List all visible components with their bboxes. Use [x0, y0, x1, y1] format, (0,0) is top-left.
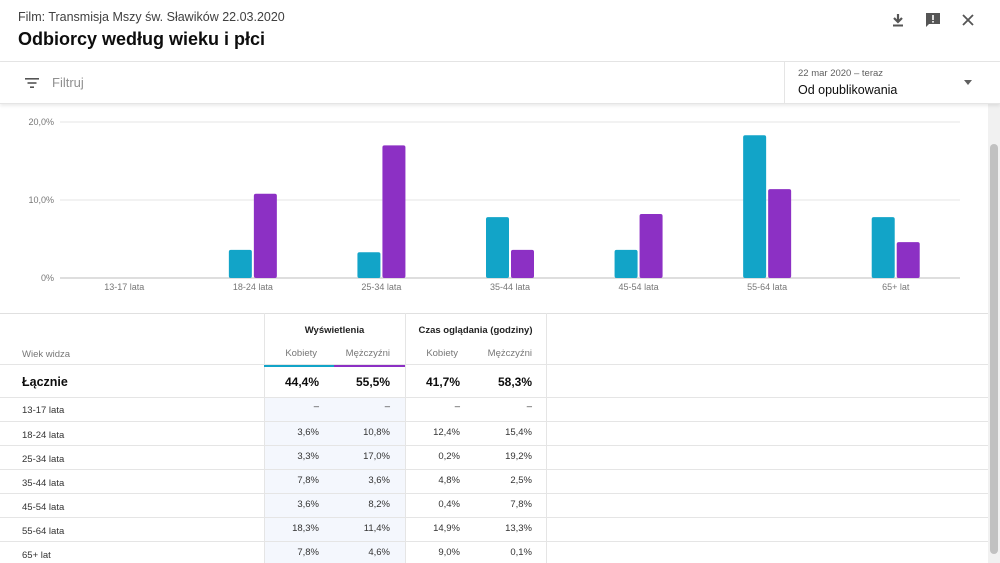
- date-range-dropdown[interactable]: 22 mar 2020 – teraz Od opublikowania: [784, 62, 986, 104]
- cell-watch-male: 15,4%: [505, 427, 532, 438]
- subheader-watch-male[interactable]: Mężczyźni: [487, 348, 532, 359]
- cell-views-male: 8,2%: [368, 499, 390, 510]
- female-legend-bar: [264, 364, 334, 367]
- cell-watch-male: 7,8%: [510, 499, 532, 510]
- filter-input[interactable]: [52, 75, 352, 90]
- row-label: 45-54 lata: [22, 502, 65, 513]
- cell-watch-female: 0,4%: [438, 499, 460, 510]
- bar-female: [743, 135, 767, 278]
- bar-male: [768, 189, 792, 278]
- dialog-header: Film: Transmisja Mszy św. Sławików 22.03…: [0, 0, 1000, 62]
- scroll-thumb[interactable]: [990, 144, 998, 554]
- cell-views-male: 4,6%: [368, 547, 390, 558]
- x-tick-label: 18-24 lata: [233, 282, 273, 292]
- y-tick-label: 0%: [41, 273, 54, 283]
- table-row: 65+ lat 7,8% 4,6% 9,0% 0,1%: [0, 541, 988, 563]
- total-views-male: 55,5%: [355, 375, 390, 389]
- bar-female: [486, 217, 509, 278]
- cell-views-female: –: [313, 401, 319, 412]
- cell-views-female: 7,8%: [297, 475, 319, 486]
- bar-male: [896, 242, 920, 278]
- bar-female: [228, 249, 252, 278]
- row-label: 55-64 lata: [22, 526, 65, 537]
- cell-watch-female: 0,2%: [438, 451, 460, 462]
- date-range-label: 22 mar 2020 – teraz: [798, 68, 884, 79]
- row-label: 35-44 lata: [22, 478, 65, 489]
- x-tick-label: 65+ lat: [882, 282, 910, 292]
- subheader-watch-female[interactable]: Kobiety: [426, 348, 458, 359]
- subheader-views-female[interactable]: Kobiety: [285, 348, 317, 359]
- cell-views-female: 3,6%: [297, 499, 319, 510]
- bar-male: [382, 145, 406, 278]
- content-area: 0% 10,0% 20,0% 13-17 lata 18-24 lata 25-34 la…: [0, 104, 988, 563]
- cell-watch-female: –: [454, 401, 460, 412]
- page-title: Odbiorcy według wieku i płci: [18, 29, 266, 49]
- table-row: 13-17 lata – – – –: [0, 397, 988, 421]
- cell-watch-female: 14,9%: [433, 523, 460, 534]
- row-label: 65+ lat: [22, 550, 51, 561]
- row-label: 13-17 lata: [22, 405, 65, 416]
- total-row-label: Łącznie: [22, 375, 68, 389]
- film-label: Film: Transmisja Mszy św. Sławików 22.03…: [18, 10, 285, 24]
- scrollbar[interactable]: [988, 104, 1000, 563]
- cell-watch-male: 19,2%: [505, 451, 532, 462]
- subheader-views-male[interactable]: Mężczyźni: [345, 348, 390, 359]
- age-gender-chart: 0% 10,0% 20,0% 13-17 lata 18-24 lata 25-34 la…: [28, 117, 960, 292]
- table-row: 45-54 lata 3,6% 8,2% 0,4% 7,8%: [0, 493, 988, 517]
- close-icon[interactable]: [957, 9, 979, 31]
- y-tick-label: 10,0%: [28, 195, 54, 205]
- date-range-selected: Od opublikowania: [798, 83, 898, 97]
- cell-views-male: 17,0%: [363, 451, 390, 462]
- group-header-views: Wyświetlenia: [304, 325, 365, 336]
- bar-female: [614, 249, 638, 278]
- chevron-down-icon: [964, 80, 972, 85]
- cell-views-male: –: [384, 401, 390, 412]
- table-row: 25-34 lata 3,3% 17,0% 0,2% 19,2%: [0, 445, 988, 469]
- row-label: 18-24 lata: [22, 430, 65, 441]
- table-row: 18-24 lata 3,6% 10,8% 12,4% 15,4%: [0, 421, 988, 445]
- total-watch-female: 41,7%: [425, 375, 460, 389]
- feedback-icon[interactable]: [922, 9, 944, 31]
- cell-views-male: 3,6%: [368, 475, 390, 486]
- table-row: 35-44 lata 7,8% 3,6% 4,8% 2,5%: [0, 469, 988, 493]
- x-tick-label: 55-64 lata: [747, 282, 787, 292]
- row-label: 25-34 lata: [22, 454, 65, 465]
- cell-views-male: 11,4%: [363, 523, 390, 534]
- row-header-label: Wiek widza: [22, 349, 71, 360]
- cell-views-female: 3,6%: [297, 427, 319, 438]
- cell-views-female: 3,3%: [297, 451, 319, 462]
- x-tick-label: 25-34 lata: [361, 282, 401, 292]
- x-tick-label: 35-44 lata: [490, 282, 530, 292]
- cell-watch-male: 2,5%: [510, 475, 532, 486]
- male-legend-bar: [334, 364, 405, 367]
- x-tick-label: 45-54 lata: [619, 282, 659, 292]
- cell-watch-male: –: [526, 401, 532, 412]
- views-column-shade: [264, 397, 406, 563]
- y-tick-label: 20,0%: [28, 117, 54, 127]
- table-row: 55-64 lata 18,3% 11,4% 14,9% 13,3%: [0, 517, 988, 541]
- filter-bar: 22 mar 2020 – teraz Od opublikowania: [0, 62, 1000, 104]
- download-icon[interactable]: [887, 9, 909, 31]
- cell-watch-male: 0,1%: [510, 547, 532, 558]
- bar-male: [253, 193, 277, 278]
- bar-male: [511, 249, 534, 278]
- group-header-watch-time: Czas oglądania (godziny): [418, 325, 533, 336]
- cell-views-female: 7,8%: [297, 547, 319, 558]
- cell-views-female: 18,3%: [292, 523, 319, 534]
- bar-male: [639, 214, 663, 278]
- cell-watch-female: 9,0%: [438, 547, 460, 558]
- filter-icon[interactable]: [22, 74, 42, 92]
- cell-views-male: 10,8%: [363, 427, 390, 438]
- cell-watch-female: 4,8%: [438, 475, 460, 486]
- x-tick-label: 13-17 lata: [104, 282, 144, 292]
- total-watch-male: 58,3%: [497, 375, 532, 389]
- bar-female: [357, 252, 381, 278]
- bar-female: [871, 217, 895, 278]
- cell-watch-male: 13,3%: [505, 523, 532, 534]
- total-views-female: 44,4%: [284, 375, 319, 389]
- cell-watch-female: 12,4%: [433, 427, 460, 438]
